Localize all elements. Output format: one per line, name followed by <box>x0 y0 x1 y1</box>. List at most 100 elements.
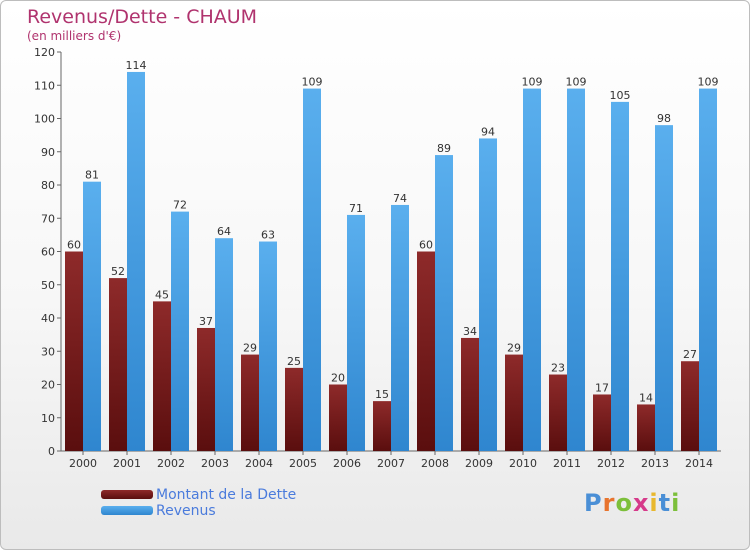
y-tick-label: 70 <box>41 212 55 225</box>
value-label-revenus: 114 <box>126 59 147 72</box>
proxiti-logo: Proxiti <box>584 489 680 517</box>
x-tick-label: 2003 <box>201 457 229 470</box>
x-tick-label: 2013 <box>641 457 669 470</box>
value-label-dette: 27 <box>683 348 697 361</box>
x-tick-label: 2000 <box>69 457 97 470</box>
logo-letter: o <box>615 489 633 517</box>
legend-swatch-revenus <box>101 506 153 515</box>
value-label-revenus: 105 <box>610 89 631 102</box>
x-tick-label: 2008 <box>421 457 449 470</box>
value-label-revenus: 74 <box>393 192 407 205</box>
value-label-dette: 15 <box>375 388 389 401</box>
bar-revenus <box>259 241 277 451</box>
chart-value-labels: 60 81 52 114 45 72 37 64 29 63 25 109 20 71 15 74 60 89 34… <box>67 59 719 405</box>
bar-revenus <box>567 88 585 451</box>
bar-revenus <box>435 155 453 451</box>
value-label-dette: 45 <box>155 288 169 301</box>
x-tick-label: 2006 <box>333 457 361 470</box>
value-label-revenus: 64 <box>217 225 231 238</box>
value-label-dette: 23 <box>551 362 565 375</box>
value-label-revenus: 89 <box>437 142 451 155</box>
bar-dette <box>417 251 435 451</box>
y-tick-label: 80 <box>41 179 55 192</box>
value-label-dette: 29 <box>243 342 257 355</box>
y-tick-label: 90 <box>41 146 55 159</box>
bar-revenus <box>479 138 497 451</box>
logo-letter: i <box>671 489 681 517</box>
bar-dette <box>373 401 391 451</box>
bar-dette <box>549 374 567 451</box>
y-tick-label: 0 <box>48 445 55 458</box>
value-label-revenus: 63 <box>261 229 275 242</box>
value-label-dette: 14 <box>639 391 653 404</box>
x-tick-label: 2009 <box>465 457 493 470</box>
value-label-dette: 37 <box>199 315 213 328</box>
bar-revenus <box>127 71 145 451</box>
value-label-dette: 25 <box>287 355 301 368</box>
value-label-dette: 60 <box>67 239 81 252</box>
value-label-dette: 17 <box>595 381 609 394</box>
chart-subtitle: (en milliers d'€) <box>27 29 122 43</box>
value-label-revenus: 98 <box>657 112 671 125</box>
value-label-dette: 60 <box>419 239 433 252</box>
chart-title: Revenus/Dette - CHAUM <box>27 6 258 28</box>
logo-letter: r <box>602 489 616 517</box>
x-tick-label: 2007 <box>377 457 405 470</box>
x-tick-label: 2001 <box>113 457 141 470</box>
bar-dette <box>681 361 699 451</box>
value-label-revenus: 109 <box>522 76 543 89</box>
logo-letter: t <box>658 489 672 517</box>
bar-revenus <box>303 88 321 451</box>
value-label-dette: 20 <box>331 372 345 385</box>
x-tick-label: 2011 <box>553 457 581 470</box>
logo-letter: x <box>632 489 650 517</box>
x-tick-label: 2004 <box>245 457 273 470</box>
bar-dette <box>109 278 127 451</box>
y-tick-label: 50 <box>41 279 55 292</box>
y-tick-label: 60 <box>41 246 55 259</box>
y-tick-label: 120 <box>34 46 55 59</box>
value-label-revenus: 81 <box>85 169 99 182</box>
value-label-revenus: 109 <box>302 76 323 89</box>
x-tick-label: 2014 <box>685 457 713 470</box>
legend-label-revenus: Revenus <box>156 503 216 519</box>
bar-dette <box>329 384 347 451</box>
bar-revenus <box>655 125 673 452</box>
value-label-dette: 34 <box>463 325 477 338</box>
y-tick-label: 40 <box>41 312 55 325</box>
bar-revenus <box>215 238 233 451</box>
bar-revenus <box>391 204 409 451</box>
value-label-dette: 29 <box>507 342 521 355</box>
y-tick-label: 30 <box>41 345 55 358</box>
chart-bars <box>65 71 717 452</box>
bar-dette <box>197 327 215 451</box>
bar-dette <box>593 394 611 451</box>
value-label-revenus: 71 <box>349 202 363 215</box>
bar-dette <box>241 354 259 451</box>
bar-revenus <box>611 101 629 451</box>
legend-swatch-dette <box>101 490 153 499</box>
bar-revenus <box>699 88 717 451</box>
bar-dette <box>153 301 171 451</box>
logo-letter: i <box>649 489 659 517</box>
value-label-dette: 52 <box>111 265 125 278</box>
x-tick-label: 2010 <box>509 457 537 470</box>
bar-revenus <box>171 211 189 451</box>
y-tick-label: 110 <box>34 79 55 92</box>
bar-revenus <box>347 214 365 451</box>
logo-letter: P <box>584 489 603 517</box>
bar-dette <box>285 367 303 451</box>
y-tick-label: 100 <box>34 113 55 126</box>
bar-dette <box>65 251 83 451</box>
y-tick-label: 10 <box>41 412 55 425</box>
legend-label-dette: Montant de la Dette <box>156 487 297 503</box>
bar-revenus <box>523 88 541 451</box>
value-label-revenus: 109 <box>698 76 719 89</box>
bar-revenus <box>83 181 101 452</box>
x-tick-label: 2012 <box>597 457 625 470</box>
value-label-revenus: 94 <box>481 125 495 138</box>
value-label-revenus: 109 <box>566 76 587 89</box>
bar-dette <box>505 354 523 451</box>
